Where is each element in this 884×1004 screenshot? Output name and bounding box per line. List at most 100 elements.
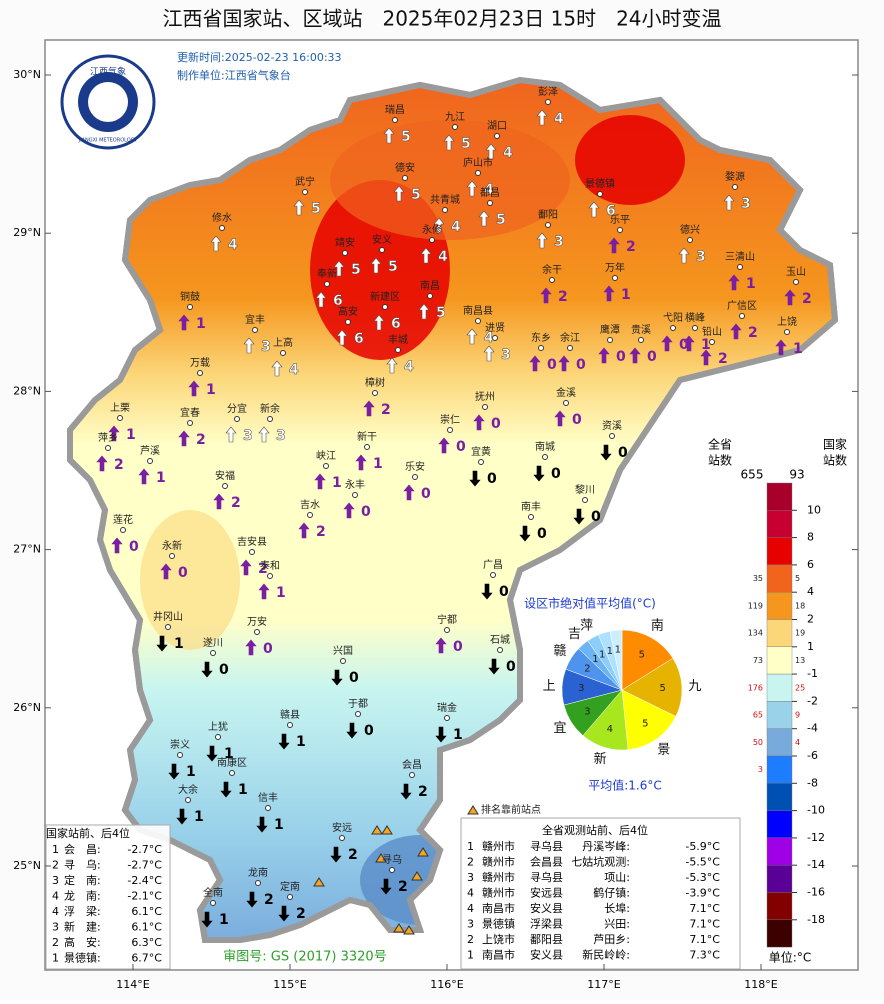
station-name: 余干 <box>542 263 562 276</box>
station-name: 庐山市 <box>463 156 493 169</box>
trend-arrow <box>373 314 385 331</box>
national-rank-cell: 会 昌: <box>64 843 101 856</box>
station: 芦溪 1 <box>138 445 166 486</box>
station-value: 2 <box>348 847 358 863</box>
national-rank-cell: 1 <box>52 952 59 965</box>
all-rank-cell: 安义县 <box>530 948 563 962</box>
station: 峡江 1 <box>314 449 342 491</box>
trend-arrow <box>433 217 445 234</box>
station-value: 2 <box>196 432 206 448</box>
colorbar-label: 8 <box>807 531 814 544</box>
station-value: 4 <box>554 111 564 127</box>
colorbar-cell <box>766 837 793 866</box>
trend-arrow <box>598 347 610 364</box>
station-name: 永丰 <box>345 478 365 491</box>
station: 贵溪 0 <box>629 323 657 365</box>
station-name: 修水 <box>212 211 232 224</box>
trend-arrow <box>420 247 432 264</box>
national-total: 93 <box>789 468 804 482</box>
station: 上犹 1 <box>206 721 234 762</box>
colorbar-cell <box>766 728 793 757</box>
station-dot <box>442 207 448 213</box>
station: 乐平 2 <box>608 214 636 255</box>
station: 永修 4 <box>420 223 448 265</box>
trend-arrow <box>330 846 342 863</box>
national-rank-cell: -2.1°C <box>127 890 162 903</box>
trend-arrow <box>293 199 305 216</box>
station-value: 2 <box>296 906 306 922</box>
station: 高安 6 <box>336 305 364 347</box>
station-name: 广昌 <box>483 559 503 571</box>
station-name: 大余 <box>178 783 198 796</box>
pie-label: 吉 <box>568 627 581 642</box>
colorbar-cell <box>766 783 793 811</box>
station-name: 上栗 <box>110 402 130 414</box>
station-value: 0 <box>618 445 628 461</box>
station-value: 1 <box>186 764 196 780</box>
trend-arrow <box>213 493 225 510</box>
all-rank-cell: 兴田: <box>604 918 630 931</box>
trend-arrow <box>176 808 188 825</box>
station-value: 0 <box>178 565 188 581</box>
all-rank-cell: 4 <box>467 902 474 915</box>
colorbar-label: -2 <box>807 694 818 707</box>
colorbar-cell <box>766 592 793 620</box>
station-name: 余江 <box>560 331 580 344</box>
station: 崇仁 0 <box>438 414 466 455</box>
national-rank-cell: 4 <box>52 890 59 903</box>
station-dot <box>392 117 398 123</box>
rank-markers <box>313 825 429 935</box>
station-value: 2 <box>114 457 124 473</box>
station-name: 进贤 <box>485 322 505 334</box>
station-name: 金溪 <box>556 386 576 399</box>
station-dot <box>265 805 271 811</box>
station-name: 宜黄 <box>471 445 491 458</box>
trend-arrow <box>466 180 478 197</box>
lat-tick-label: 28°N <box>13 384 41 397</box>
station-dot <box>402 175 408 181</box>
station-name: 峡江 <box>316 449 336 462</box>
station-dot <box>395 347 401 353</box>
station-value: 2 <box>398 879 408 895</box>
colorbar-label: -1 <box>807 667 818 680</box>
national-rank-cell: 1 <box>52 843 59 856</box>
national-rank-cell: 定 南: <box>64 873 101 887</box>
station-dot <box>187 420 193 426</box>
trend-arrow <box>210 235 222 252</box>
station-dot <box>692 325 698 331</box>
station-value: 0 <box>499 584 509 600</box>
colorbar-label: -10 <box>807 804 825 817</box>
station-name: 安福 <box>215 469 235 482</box>
trend-arrow <box>403 484 415 501</box>
national-rank-cell: 2 <box>52 936 59 949</box>
station-value: 1 <box>238 782 248 798</box>
national-rank-cell: 6.1°C <box>131 921 162 934</box>
review-number: 审图号: GS (2017) 3320号 <box>223 950 386 965</box>
station-name: 三清山 <box>725 250 755 263</box>
station: 湖口 4 <box>485 120 513 161</box>
station-dot <box>324 281 330 287</box>
all-rank-cell: 芦田乡: <box>593 933 630 946</box>
pie-value: 5 <box>639 649 645 660</box>
station-name: 新余 <box>260 402 280 415</box>
station-name: 万安 <box>247 615 267 628</box>
station-value: 0 <box>679 337 689 353</box>
station-value: 5 <box>411 187 421 203</box>
station-value: 2 <box>418 784 428 800</box>
station-value: 5 <box>436 305 446 321</box>
national-rank-cell: 6.1°C <box>131 905 162 918</box>
station-value: 5 <box>388 259 398 275</box>
all-rank-cell: 7.1°C <box>689 902 720 915</box>
station: 鹰潭 0 <box>598 323 626 365</box>
trend-arrow <box>383 127 395 144</box>
station-value: 6 <box>606 203 616 219</box>
national-count: 13 <box>795 656 805 665</box>
colorbar-cell <box>766 919 793 948</box>
station-name: 永新 <box>162 539 182 552</box>
trend-arrow <box>554 410 566 427</box>
station: 德兴 3 <box>678 223 706 265</box>
trend-arrow <box>336 329 348 346</box>
all-rank-cell: -3.9°C <box>685 887 720 900</box>
national-rank-cell: 3 <box>52 874 59 887</box>
station-value: 4 <box>503 145 513 161</box>
